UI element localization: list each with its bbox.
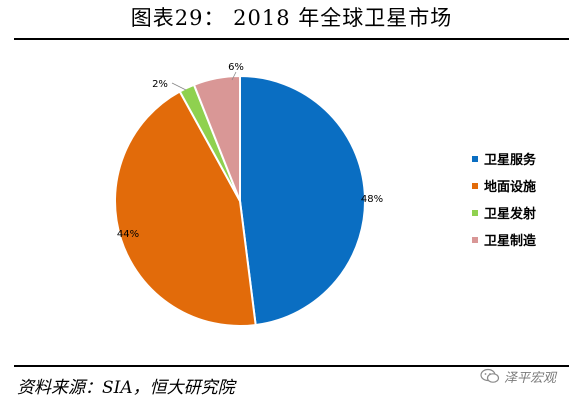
source-note: 资料来源：SIA，恒大研究院 [17,378,235,398]
pie-slice-1 [239,74,366,327]
leader-line-3 [171,82,187,91]
legend-label-4: 卫星制造 [484,233,537,249]
legend-label-3: 卫星发射 [484,206,536,222]
wechat-icon [480,368,500,383]
watermark-text: 泽平宏观 [504,370,557,386]
pie-labels: 48% 44% 2% 6% [117,62,383,240]
pie-slices [114,74,366,327]
pie-slice-2 [114,90,257,327]
legend-swatch-1 [472,156,478,162]
pie-slice-4 [192,74,241,202]
data-label-2: 44% [117,229,139,240]
data-label-1: 48% [361,194,383,205]
legend-label-2: 地面设施 [484,179,536,195]
legend-label-1: 卫星服务 [484,152,537,168]
data-label-4: 6% [228,62,244,73]
legend-swatch-3 [472,210,478,216]
legend-swatch-2 [472,183,478,189]
legend-swatch-4 [472,237,478,243]
bottom-rule [14,365,569,367]
data-label-3: 2% [152,79,168,90]
top-rule [14,38,569,40]
leader-line-4 [231,71,237,81]
figure-title: 图表29： 2018 年全球卫星市场 [130,6,453,30]
watermark: 泽平宏观 [480,364,580,388]
